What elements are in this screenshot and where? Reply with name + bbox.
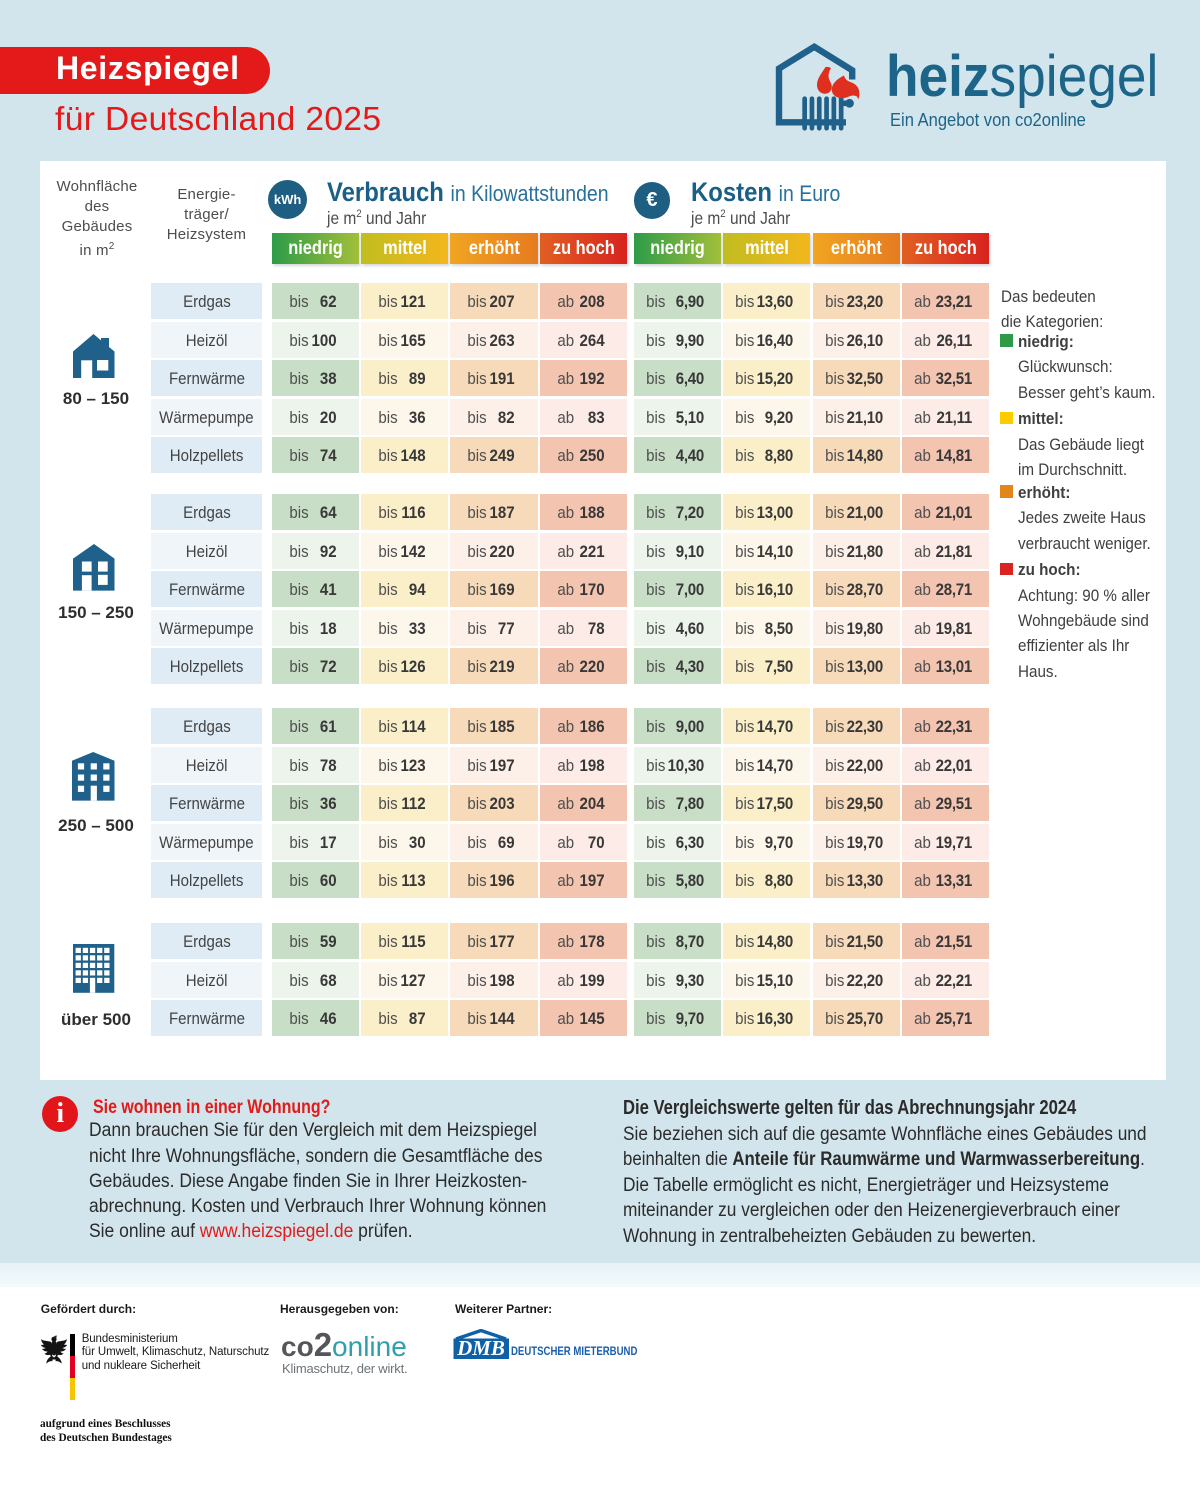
svg-text:DMB: DMB [456,1336,505,1360]
